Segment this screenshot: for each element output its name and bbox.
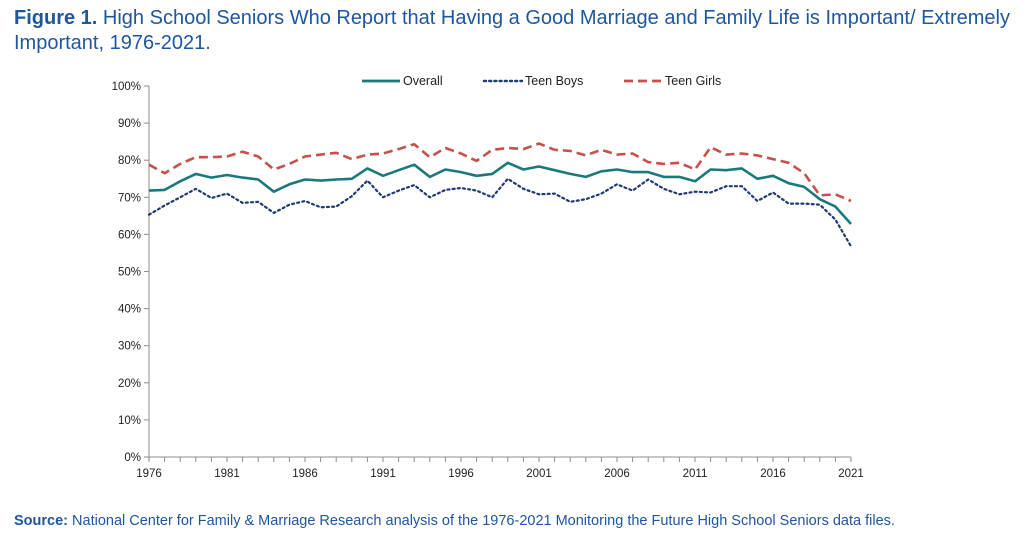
x-tick-label: 2006 bbox=[604, 468, 630, 480]
x-tick-label: 1996 bbox=[448, 468, 474, 480]
y-tick-label: 100% bbox=[112, 81, 141, 93]
legend-label: Teen Girls bbox=[665, 74, 721, 88]
x-tick-label: 2011 bbox=[683, 468, 708, 480]
source-label: Source: bbox=[14, 513, 68, 529]
x-tick-label: 2001 bbox=[526, 468, 552, 480]
line-chart: 0% 10% 20% 30% 40% 50% 60% 70% 80% 90% 100% 1976 198… bbox=[112, 74, 864, 480]
y-tick-label: 70% bbox=[118, 192, 141, 204]
series-line-teen-boys bbox=[147, 177, 853, 248]
legend-label: Teen Boys bbox=[525, 74, 583, 88]
y-tick-label: 60% bbox=[118, 229, 141, 241]
figure-title-text: High School Seniors Who Report that Havi… bbox=[14, 7, 1010, 54]
source-note: Source: National Center for Family & Mar… bbox=[14, 513, 1014, 529]
source-text: National Center for Family & Marriage Re… bbox=[72, 513, 895, 529]
x-tick-label: 1981 bbox=[214, 468, 240, 480]
y-tick-label: 10% bbox=[118, 415, 141, 427]
y-tick-label: 20% bbox=[118, 378, 141, 390]
legend-label: Overall bbox=[403, 74, 443, 88]
x-tick-label: 1976 bbox=[136, 468, 162, 480]
series-line-teen-girls bbox=[148, 142, 852, 203]
x-tick-label: 1991 bbox=[370, 468, 396, 480]
y-tick-label: 50% bbox=[118, 267, 141, 279]
y-tick-label: 0% bbox=[124, 452, 141, 464]
figure-title: Figure 1. High School Seniors Who Report… bbox=[14, 6, 1014, 56]
y-tick-label: 30% bbox=[118, 341, 141, 353]
y-tick-label: 90% bbox=[118, 118, 141, 130]
y-tick-label: 80% bbox=[118, 155, 141, 167]
y-tick-label: 40% bbox=[118, 304, 141, 316]
figure-label: Figure 1. bbox=[14, 7, 98, 29]
x-tick-label: 1986 bbox=[292, 468, 318, 480]
series-line-overall bbox=[148, 161, 852, 225]
x-tick-label: 2016 bbox=[760, 468, 786, 480]
x-tick-label: 2021 bbox=[838, 468, 864, 480]
